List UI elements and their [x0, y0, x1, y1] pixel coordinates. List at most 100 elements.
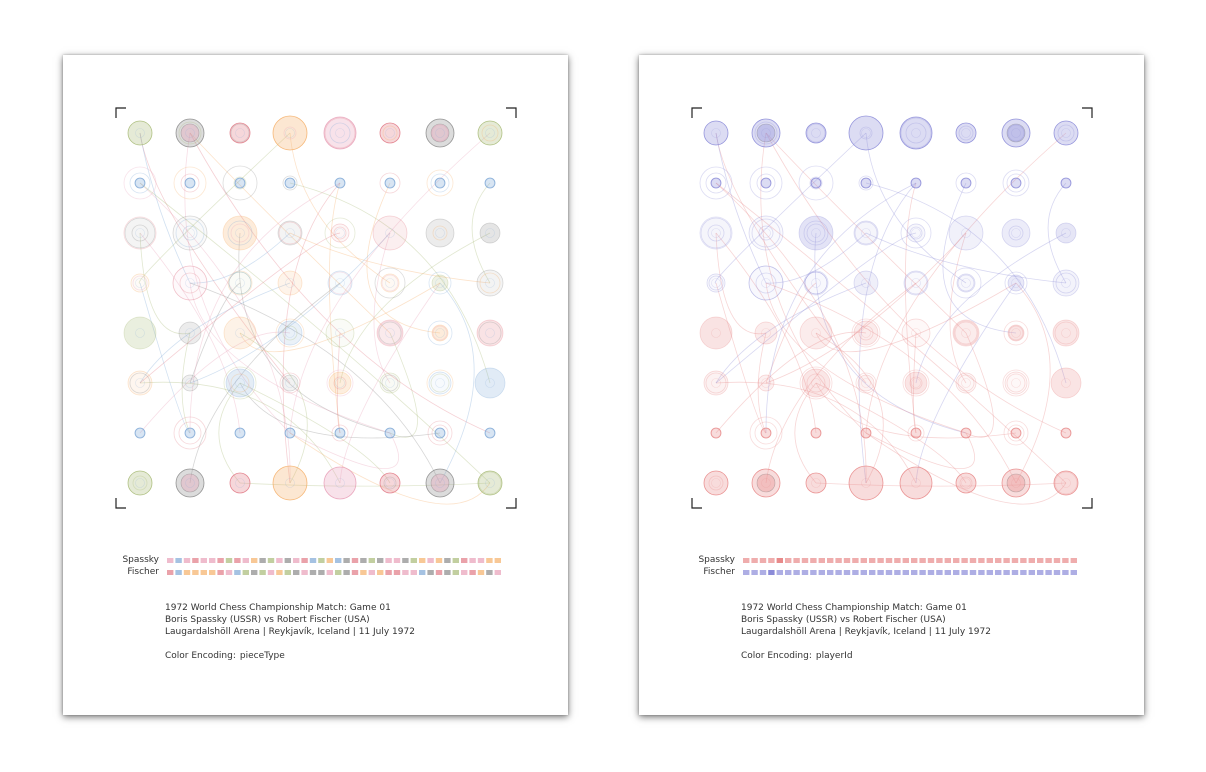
move-cell [461, 570, 468, 575]
move-path [289, 132, 491, 434]
visit-circle [1050, 367, 1082, 399]
move-path [815, 382, 1017, 439]
board-square [127, 120, 153, 146]
move-path [218, 382, 241, 484]
square-center-ring [135, 228, 145, 238]
move-path [1047, 182, 1067, 284]
board-square [223, 316, 257, 350]
venue-line: Laugardalshöll Arena | Reykjavík, Icelan… [741, 627, 991, 637]
visit-circle [857, 374, 875, 392]
visit-circle [754, 321, 778, 345]
move-cell [200, 570, 207, 575]
board-square [910, 177, 922, 189]
move-cell [486, 558, 493, 563]
move-path [138, 132, 291, 284]
square-center-ring [335, 428, 345, 438]
move-path [765, 282, 917, 484]
square-center-ring [285, 378, 295, 388]
piece-circle [1010, 177, 1022, 189]
square-center-ring [385, 378, 395, 388]
move-cell [759, 558, 767, 563]
board-square [428, 271, 452, 295]
move-cell [477, 558, 485, 563]
move-cell [343, 570, 350, 575]
visit-ring [900, 117, 932, 149]
visit-ring [428, 271, 452, 295]
move-cell [377, 570, 384, 575]
visit-ring [481, 124, 499, 142]
square-center-ring [1061, 428, 1071, 438]
visit-ring [1002, 369, 1030, 397]
square-center-ring [185, 228, 195, 238]
square-center-ring [335, 228, 345, 238]
move-cell [419, 570, 426, 575]
move-cell [835, 558, 842, 563]
move-path [760, 132, 867, 434]
move-cell [259, 558, 266, 563]
square-center-ring [485, 378, 495, 388]
move-path [139, 282, 191, 434]
move-cell [234, 570, 241, 575]
board-square [477, 120, 503, 146]
square-center-ring [135, 428, 145, 438]
board-visualization [115, 107, 517, 509]
move-path [139, 132, 191, 284]
board-square [272, 465, 308, 501]
visit-ring [179, 272, 201, 294]
move-path [139, 232, 341, 384]
board-square [703, 470, 729, 496]
visit-ring [902, 369, 930, 397]
move-path [815, 482, 1067, 487]
board-square [127, 370, 153, 396]
visit-ring [329, 122, 351, 144]
corner-mark [115, 498, 126, 509]
move-cell [402, 570, 409, 575]
piece-inner-circle [756, 123, 776, 143]
move-path [865, 432, 1067, 505]
visit-circle [172, 215, 208, 251]
move-cell [1011, 570, 1019, 575]
move-cell [902, 558, 909, 563]
square-center-ring [911, 278, 921, 288]
visit-ring [175, 218, 205, 248]
visit-ring [708, 275, 724, 291]
visit-ring [278, 221, 302, 245]
board-square [1001, 468, 1031, 498]
visit-ring [222, 165, 258, 201]
move-path [139, 182, 491, 484]
square-center-ring [811, 228, 821, 238]
square-center-ring [711, 178, 721, 188]
move-cell [368, 570, 375, 575]
board-square [1060, 427, 1072, 439]
square-center-ring [335, 278, 345, 288]
visit-ring [756, 173, 776, 193]
board-square [123, 216, 157, 250]
move-cell [393, 570, 401, 575]
visit-ring [233, 176, 247, 190]
move-path [715, 282, 867, 384]
visit-circle [372, 215, 408, 251]
square-center-ring [1061, 178, 1071, 188]
piece-circle [384, 427, 396, 439]
square-center-ring [911, 178, 921, 188]
visit-ring [858, 175, 874, 191]
board-square [950, 267, 982, 299]
piece-inner-circle [430, 473, 450, 493]
encoding-value: playerId [815, 651, 853, 661]
poster-piece-type: Spassky Fischer 1972 World Chess Champio… [63, 55, 568, 715]
board-square [484, 177, 496, 189]
move-path [942, 182, 1017, 334]
board-square [1060, 177, 1072, 189]
visit-ring [803, 220, 829, 246]
square-center-ring [711, 128, 721, 138]
move-path [189, 232, 291, 284]
move-cell [461, 558, 468, 563]
board-square [277, 220, 303, 246]
move-cell [936, 570, 943, 575]
piece-circle [184, 427, 196, 439]
board-square [134, 427, 146, 439]
move-path [905, 182, 917, 434]
visit-ring [699, 166, 733, 200]
move-path [139, 282, 291, 384]
move-cell [259, 570, 266, 575]
